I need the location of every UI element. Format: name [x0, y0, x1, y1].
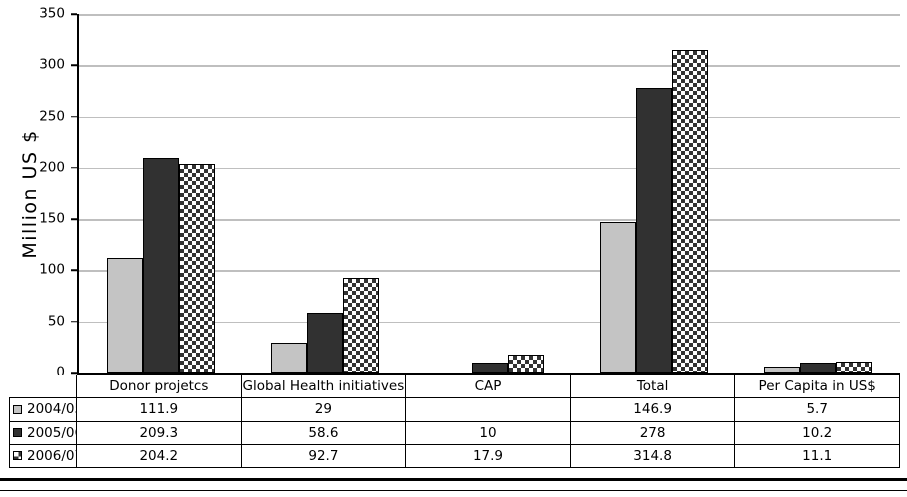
legend-cell-2006-07: 2006/07 — [9, 444, 77, 468]
bottom-rule-thick — [0, 478, 907, 481]
bar-2006-07-donor-projetcs — [179, 163, 216, 373]
gridline-150 — [79, 219, 900, 221]
bar-group-total — [572, 14, 736, 373]
y-tick-label-50: 50 — [47, 312, 65, 329]
bar-2004-05-total — [599, 222, 636, 373]
y-tick-mark-300 — [71, 64, 77, 67]
y-tick-label-0: 0 — [56, 364, 65, 381]
legend-key-2006-07-icon — [13, 451, 22, 461]
y-tick-mark-0 — [71, 372, 77, 374]
bar-2006-07-cap — [507, 354, 544, 373]
bar-2005-06-total — [635, 87, 672, 373]
category-header-per-capita-in-us: Per Capita in US$ — [735, 375, 900, 399]
y-tick-label-200: 200 — [39, 159, 65, 176]
bar-2006-07-per-capita-in-us — [835, 361, 872, 373]
y-tick-label-150: 150 — [39, 210, 65, 227]
y-tick-label-300: 300 — [39, 56, 65, 73]
gridline-50 — [79, 321, 900, 324]
gridline-100 — [79, 270, 900, 272]
legend-label-2004-05: 2004/05 — [27, 401, 76, 418]
value-2004-05-cap — [406, 398, 571, 422]
y-tick-label-250: 250 — [39, 107, 65, 124]
y-tick-mark-150 — [71, 218, 77, 220]
value-2006-07-global-health-initiatives: 92.7 — [241, 444, 407, 468]
y-tick-label-350: 350 — [39, 5, 65, 22]
legend-key-2004-05-icon — [13, 404, 22, 414]
value-2004-05-global-health-initiatives: 29 — [241, 398, 407, 422]
bar-2004-05-per-capita-in-us — [763, 367, 800, 373]
bar-2004-05-donor-projetcs — [107, 258, 144, 373]
value-2006-07-cap: 17.9 — [406, 444, 571, 468]
gridline-350 — [79, 14, 900, 16]
y-tick-label-100: 100 — [39, 261, 65, 278]
value-2005-06-donor-projetcs: 209.3 — [77, 421, 242, 445]
bar-groups — [79, 14, 900, 373]
bar-2005-06-cap — [471, 362, 508, 373]
legend-cell-2004-05: 2004/05 — [9, 398, 77, 422]
gridline-300 — [79, 65, 900, 67]
value-2006-07-per-capita-in-us: 11.1 — [735, 444, 900, 468]
y-axis-title: Million US $ — [19, 129, 41, 259]
category-header-cap: CAP — [406, 375, 571, 399]
value-2005-06-total: 278 — [570, 421, 736, 445]
legend-label-2005-06: 2005/06 — [27, 424, 76, 441]
bar-group-global-health-initiatives — [243, 14, 407, 373]
plot-area — [77, 14, 900, 375]
gridline-200 — [79, 167, 900, 170]
bottom-rule-thin — [0, 489, 907, 491]
legend-key-2005-06-icon — [13, 428, 22, 438]
category-header-global-health-initiatives: Global Health initiatives — [241, 375, 407, 399]
bar-2006-07-global-health-initiatives — [343, 277, 380, 373]
value-2004-05-total: 146.9 — [570, 398, 736, 422]
value-2005-06-per-capita-in-us: 10.2 — [735, 421, 900, 445]
bar-2006-07-total — [671, 50, 708, 373]
table-corner-cell — [9, 375, 77, 399]
value-2004-05-per-capita-in-us: 5.7 — [735, 398, 900, 422]
legend-label-2006-07: 2006/07 — [27, 447, 76, 464]
y-tick-mark-100 — [71, 269, 77, 272]
bar-2004-05-global-health-initiatives — [271, 343, 308, 373]
y-tick-mark-200 — [71, 167, 77, 169]
bar-group-donor-projetcs — [79, 14, 243, 373]
value-2004-05-donor-projetcs: 111.9 — [77, 398, 242, 422]
category-header-donor-projetcs: Donor projetcs — [77, 375, 242, 399]
bar-2005-06-per-capita-in-us — [799, 362, 836, 373]
value-2005-06-global-health-initiatives: 58.6 — [241, 421, 407, 445]
data-table: Donor projetcs Global Health initiatives C… — [9, 375, 900, 468]
bar-group-per-capita-in-us — [736, 14, 900, 373]
gridline-250 — [79, 116, 900, 119]
value-2006-07-total: 314.8 — [570, 444, 736, 468]
value-2006-07-donor-projetcs: 204.2 — [77, 444, 242, 468]
bar-2005-06-global-health-initiatives — [307, 312, 344, 373]
y-tick-mark-350 — [71, 13, 77, 15]
bar-group-cap — [407, 14, 571, 373]
bar-2005-06-donor-projetcs — [143, 158, 180, 373]
legend-cell-2005-06: 2005/06 — [9, 421, 77, 445]
value-2005-06-cap: 10 — [406, 421, 571, 445]
category-header-total: Total — [570, 375, 736, 399]
y-tick-mark-50 — [71, 320, 77, 323]
y-tick-mark-250 — [71, 115, 77, 118]
